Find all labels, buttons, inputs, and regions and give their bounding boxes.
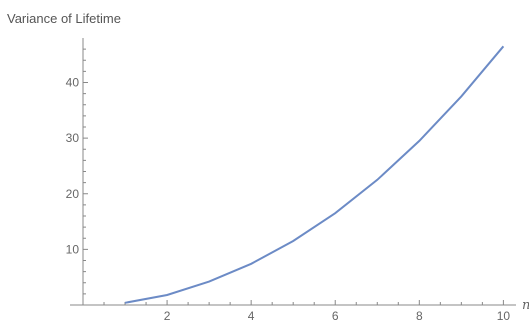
series-group bbox=[124, 45, 505, 304]
x-tick-label: 4 bbox=[248, 309, 255, 320]
axes bbox=[70, 38, 516, 306]
ticks bbox=[83, 48, 504, 305]
y-tick-label: 20 bbox=[66, 187, 80, 201]
x-axis-label: n bbox=[522, 298, 529, 313]
series-line bbox=[124, 45, 505, 304]
tick-labels: 10 20 30 40 2 4 6 8 10 bbox=[66, 76, 511, 320]
x-tick-label: 2 bbox=[164, 309, 171, 320]
x-tick-label: 10 bbox=[497, 309, 511, 320]
x-tick-label: 6 bbox=[332, 309, 339, 320]
x-tick-label: 8 bbox=[416, 309, 423, 320]
y-tick-label: 10 bbox=[66, 242, 80, 256]
y-tick-label: 40 bbox=[66, 76, 80, 90]
y-tick-label: 30 bbox=[66, 131, 80, 145]
chart-title: Variance of Lifetime bbox=[7, 11, 121, 26]
